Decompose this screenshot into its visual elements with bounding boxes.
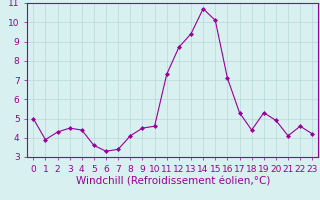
X-axis label: Windchill (Refroidissement éolien,°C): Windchill (Refroidissement éolien,°C) [76, 176, 270, 186]
